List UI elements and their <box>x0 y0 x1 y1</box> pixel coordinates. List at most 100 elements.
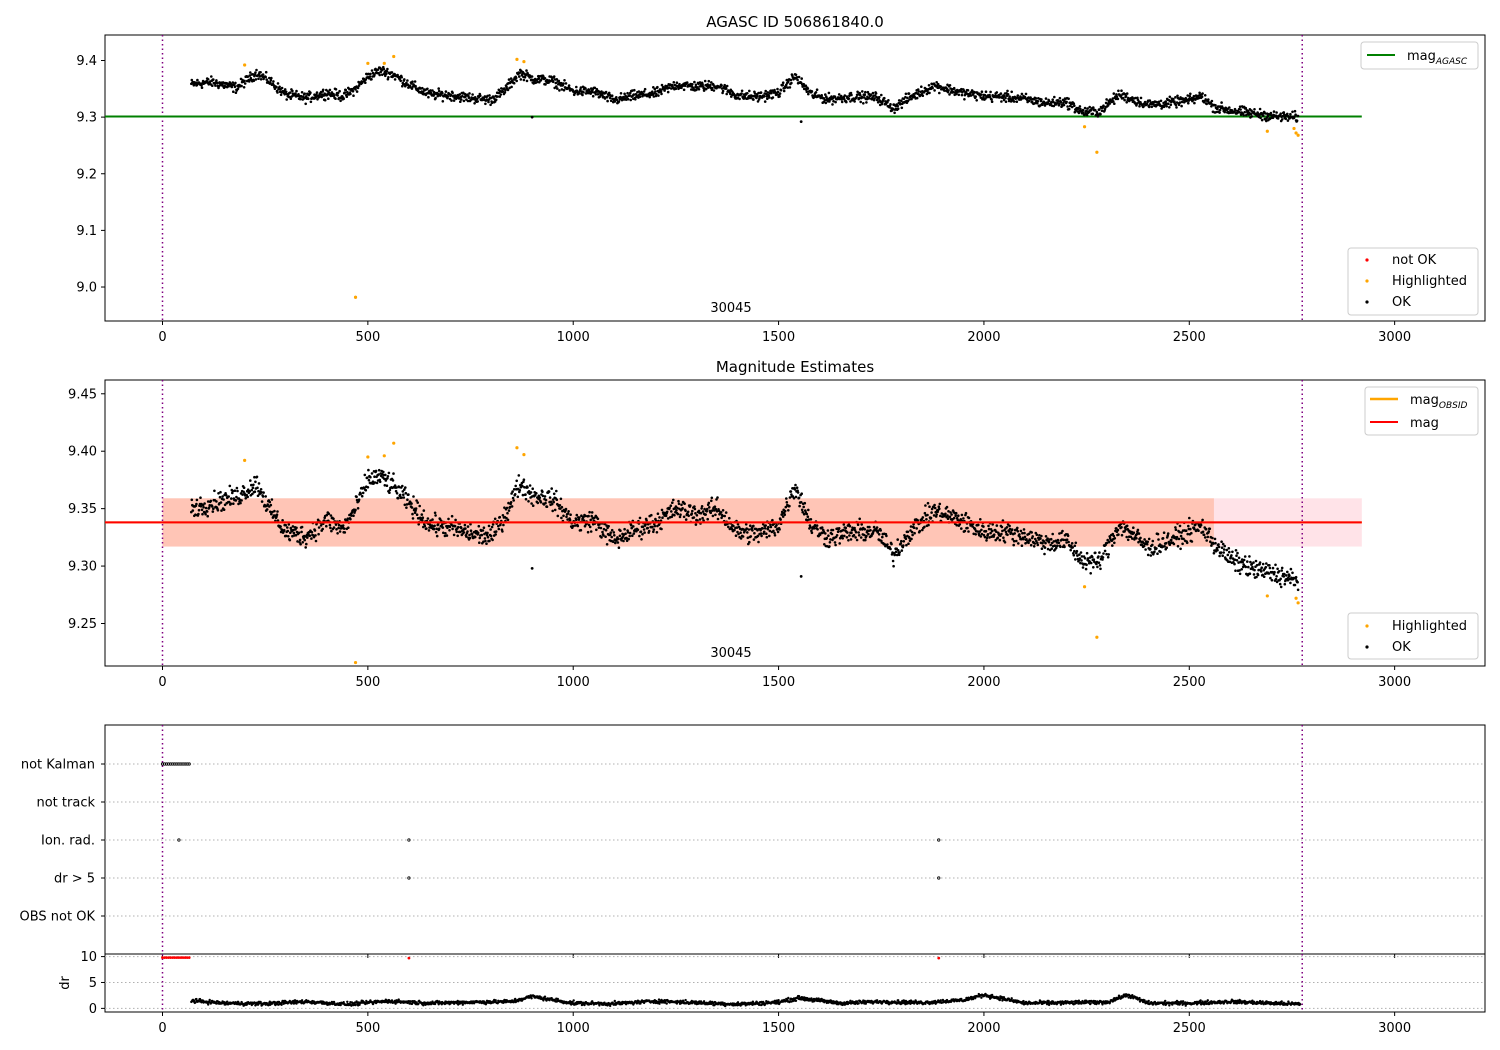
data-point-0-2071 <box>1253 108 1256 111</box>
data-point-1-900 <box>652 530 655 534</box>
data-point-0-169 <box>276 82 280 85</box>
data-point-0-431 <box>411 80 414 83</box>
data-point-0-257 <box>321 88 325 92</box>
data-point-0-828 <box>615 96 618 99</box>
flag-label-4: OBS not OK <box>20 910 96 925</box>
data-point-1-714 <box>556 514 560 518</box>
data-point-1-1515 <box>967 516 971 520</box>
data-point-1-374 <box>382 470 385 474</box>
legend-agasc: magAGASC <box>1360 41 1479 70</box>
data-point-0-183 <box>283 88 287 91</box>
data-point-1-349 <box>369 475 372 479</box>
panel-mag-estimates-obsid-label: 30045 <box>710 646 751 661</box>
data-point-0-1656 <box>1040 98 1043 101</box>
data-point-1-2114 <box>1275 575 1278 578</box>
data-point-1-1872 <box>1151 543 1154 547</box>
data-point-1-504 <box>448 525 452 529</box>
data-point-1-1665 <box>1044 535 1048 538</box>
data-point-0-327 <box>357 84 361 87</box>
data-point-1-1056 <box>732 524 735 528</box>
data-point-0-825 <box>613 100 617 103</box>
data-point-1-652 <box>524 497 528 501</box>
data-point-0-1284 <box>849 100 852 103</box>
data-point-1-63 <box>222 498 225 501</box>
data-point-0-490 <box>441 100 445 103</box>
data-point-0-611 <box>503 91 507 94</box>
data-point-0-245 <box>315 91 319 94</box>
data-point-1-433 <box>412 495 415 498</box>
data-point-1-223 <box>304 546 308 549</box>
data-point-0-1116 <box>762 94 766 98</box>
data-point-1-78 <box>230 497 233 500</box>
data-point-1-327 <box>357 498 361 502</box>
legend-mag-label: mag <box>1410 416 1439 431</box>
data-point-1-1202 <box>807 508 810 512</box>
x-tick-label-0-2: 1000 <box>557 330 590 345</box>
data-point-0-205 <box>295 89 298 93</box>
data-point-1-879 <box>641 532 644 536</box>
data-point-0-1769 <box>1098 108 1101 111</box>
data-point-1-1319 <box>867 532 870 536</box>
data-point-0-1889 <box>1159 99 1163 103</box>
data-point-0-1003 <box>704 87 708 91</box>
data-point-0-1477 <box>948 93 951 96</box>
data-point-1-1184 <box>797 496 801 500</box>
data-point-0-548 <box>471 93 474 96</box>
data-point-1-121 <box>252 483 255 487</box>
data-point-1-1849 <box>1139 536 1142 540</box>
data-point-0-1130 <box>770 91 773 95</box>
data-point-1-1238 <box>825 536 829 540</box>
data-point-1-455 <box>423 524 427 528</box>
data-point-1-592 <box>493 517 497 521</box>
data-point-1-1590 <box>1006 533 1009 537</box>
data-point-1-553 <box>473 535 477 539</box>
data-point-1-132 <box>257 482 261 485</box>
data-point-1-1744 <box>1085 563 1088 567</box>
data-point-1-417 <box>404 486 407 489</box>
data-point-0-2044 <box>1239 108 1242 111</box>
data-point-1-735 <box>567 510 570 513</box>
data-point-0-160 <box>272 80 275 83</box>
data-point-1-887 <box>645 519 648 522</box>
data-point-1-1093 <box>751 529 754 532</box>
data-point-1-1688 <box>1056 538 1060 542</box>
data-point-0-422 <box>406 83 410 86</box>
data-point-1-1604 <box>1013 532 1016 535</box>
data-point-1-1757 <box>1092 566 1095 569</box>
data-point-0-1756 <box>1091 112 1095 116</box>
data-point-1-470 <box>431 518 434 521</box>
data-point-0-2109 <box>1272 110 1276 113</box>
data-point-0-624 <box>510 85 513 89</box>
data-point-1-1992 <box>1212 551 1216 555</box>
data-point-1-1009 <box>708 506 711 509</box>
y-tick-label-0-2: 9.2 <box>76 167 97 182</box>
data-point-1-1553 <box>987 524 990 528</box>
data-point-1-1642 <box>1032 545 1036 548</box>
data-point-0-348 <box>368 75 372 78</box>
data-point-1-77 <box>229 502 233 506</box>
data-point-0-811 <box>606 99 609 103</box>
data-point-0-908 <box>656 85 659 89</box>
data-point-0-1626 <box>1024 92 1028 96</box>
data-point-1-2105 <box>1270 578 1274 582</box>
data-point-0-145 <box>264 75 268 79</box>
data-point-1-413 <box>402 493 405 497</box>
data-point-1-632 <box>514 484 517 488</box>
data-point-1-514 <box>453 524 457 528</box>
data-point-1-1137 <box>773 534 777 537</box>
highlighted-point-0-2 <box>382 61 386 65</box>
data-point-1-1657 <box>1040 547 1044 550</box>
data-point-1-1940 <box>1185 541 1189 545</box>
data-point-1-562 <box>478 536 482 540</box>
data-point-0-216 <box>300 91 304 94</box>
data-point-1-2007 <box>1220 540 1223 543</box>
data-point-0-1444 <box>931 86 934 90</box>
data-point-1-1387 <box>902 544 905 547</box>
data-point-1-1582 <box>1002 536 1005 539</box>
data-point-1-1323 <box>869 529 872 532</box>
data-point-1-1822 <box>1125 535 1128 539</box>
data-point-1-1120 <box>765 532 768 535</box>
data-point-1-1634 <box>1028 539 1032 542</box>
data-point-1-781 <box>590 511 594 514</box>
data-point-1-1777 <box>1102 552 1105 555</box>
